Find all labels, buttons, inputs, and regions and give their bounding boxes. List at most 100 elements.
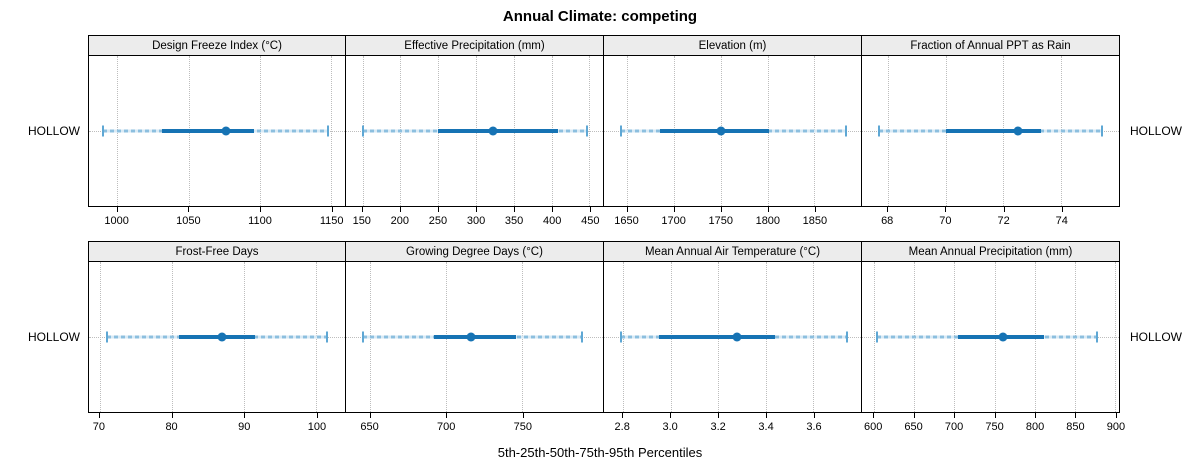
iqr-bar	[945, 129, 1042, 133]
panel-axis: 150 200 250 300 350 400 450	[345, 207, 604, 234]
axis-tick-label: 650	[360, 421, 379, 433]
axis-tick	[331, 207, 333, 212]
panel-strip-label: Mean Annual Precipitation (mm)	[908, 245, 1073, 258]
axis-tick	[476, 207, 478, 212]
panel-strip-label: Frost-Free Days	[175, 245, 259, 258]
vertical-gridline	[874, 262, 876, 412]
axis-tick-label: 1050	[176, 215, 201, 227]
median-dot	[716, 126, 726, 136]
axis-tick	[814, 207, 816, 212]
axis-tick	[814, 413, 816, 418]
axis-tick-label: 150	[352, 215, 371, 227]
category-label-right: HOLLOW	[1130, 330, 1183, 344]
whisker-cap-left	[876, 331, 879, 343]
median-dot	[998, 332, 1008, 342]
panels-row-2: Frost-Free Days 70 80 90 100 Growing Degree D…	[88, 241, 1125, 440]
axis-tick	[244, 413, 246, 418]
axis-tick	[720, 207, 722, 212]
panel-strip: Fraction of Annual PPT as Rain	[861, 35, 1120, 56]
median-dot	[732, 332, 742, 342]
axis-tick-label: 1650	[614, 215, 639, 227]
axis-tick	[673, 207, 675, 212]
panel-plot-area	[603, 56, 862, 207]
axis-tick	[873, 413, 875, 418]
panel-plot-area	[861, 56, 1120, 207]
axis-tick	[1003, 207, 1005, 212]
whisker-cap-right	[586, 125, 589, 137]
whisker-cap-left	[619, 125, 622, 137]
panel-axis: 650 700 750	[345, 413, 604, 440]
axis-tick-label: 1000	[104, 215, 129, 227]
panel: Mean Annual Air Temperature (°C) 2.8 3.0 3.…	[603, 241, 862, 440]
axis-tick-label: 1150	[319, 215, 344, 227]
axis-tick	[767, 207, 769, 212]
panel-axis: 2.8 3.0 3.2 3.4 3.6	[603, 413, 862, 440]
axis-tick-label: 3.0	[662, 421, 678, 433]
panel: Effective Precipitation (mm) 150 200 250 300…	[345, 35, 604, 234]
axis-tick-label: 100	[307, 421, 327, 433]
whisker-cap-left	[361, 331, 364, 343]
whisker-cap-left	[361, 125, 364, 137]
median-dot	[488, 126, 498, 136]
panels-row-1: Design Freeze Index (°C) 1000 1050 1100 1150…	[88, 35, 1120, 234]
axis-tick-label: 600	[863, 421, 883, 433]
category-label-left: HOLLOW	[27, 124, 80, 138]
vertical-gridline	[330, 56, 332, 206]
axis-tick-label: 700	[944, 421, 964, 433]
median-dot	[1013, 126, 1023, 136]
axis-tick-label: 3.6	[806, 421, 822, 433]
panel-strip-label: Elevation (m)	[698, 39, 767, 52]
panel-strip: Elevation (m)	[603, 35, 862, 56]
whisker-cap-right	[845, 125, 848, 137]
axis-tick-label: 400	[543, 215, 562, 227]
axis-tick-label: 200	[390, 215, 410, 227]
axis-tick-label: 70	[939, 215, 952, 227]
axis-tick-label: 90	[238, 421, 251, 433]
axis-tick-label: 900	[1106, 421, 1126, 433]
whisker-cap-right	[325, 331, 328, 343]
axis-tick	[260, 207, 261, 212]
axis-tick-label: 750	[985, 421, 1004, 433]
axis-tick-label: 70	[92, 421, 106, 433]
vertical-gridline	[1114, 262, 1116, 412]
panel-row-bottom: HOLLOW Frost-Free Days 70 80 90 100 Growing D…	[0, 241, 1200, 440]
whisker-cap-right	[326, 125, 329, 137]
panel-row-top: HOLLOW Design Freeze Index (°C) 1000 1050 1…	[0, 35, 1200, 234]
axis-tick-label: 74	[1055, 215, 1068, 227]
axis-tick	[171, 413, 173, 418]
panel-strip: Effective Precipitation (mm)	[345, 35, 604, 56]
axis-tick-label: 350	[504, 215, 524, 227]
axis-tick-label: 3.4	[758, 421, 774, 433]
vertical-gridline	[99, 262, 101, 412]
right-axis-gutter: HOLLOW	[1120, 35, 1200, 234]
panel: Design Freeze Index (°C) 1000 1050 1100 1150	[88, 35, 346, 234]
whisker-cap-right	[580, 331, 583, 343]
panel-plot-area	[345, 262, 604, 413]
axis-tick	[622, 413, 624, 418]
panel: Frost-Free Days 70 80 90 100	[88, 241, 346, 440]
axis-tick-label: 450	[581, 215, 600, 227]
panel-plot-area	[88, 56, 346, 207]
median-dot	[221, 126, 231, 136]
whisker-cap-left	[878, 125, 881, 137]
iqr-bar	[179, 335, 255, 339]
panel-strip: Frost-Free Days	[88, 241, 346, 262]
whisker-cap-right	[845, 331, 848, 343]
axis-tick-label: 1100	[248, 215, 272, 227]
axis-tick	[718, 413, 720, 418]
whisker-cap-right	[1096, 331, 1099, 343]
right-axis-gutter: HOLLOW	[1120, 241, 1200, 440]
panel-strip: Mean Annual Precipitation (mm)	[861, 241, 1120, 262]
panel: Fraction of Annual PPT as Rain 68 70 72 74	[861, 35, 1120, 234]
median-dot	[466, 332, 476, 342]
left-axis-gutter: HOLLOW	[0, 241, 88, 440]
panel-strip-label: Design Freeze Index (°C)	[152, 39, 282, 52]
axis-tick	[369, 413, 371, 418]
panel-plot-area	[861, 262, 1120, 413]
axis-tick	[552, 207, 554, 212]
chart-title: Annual Climate: competing	[502, 8, 698, 25]
panel-strip: Design Freeze Index (°C)	[88, 35, 346, 56]
axis-tick	[913, 413, 915, 418]
axis-tick	[116, 207, 118, 212]
panel: Elevation (m) 1650 1700 1750 1800 1850	[603, 35, 862, 234]
